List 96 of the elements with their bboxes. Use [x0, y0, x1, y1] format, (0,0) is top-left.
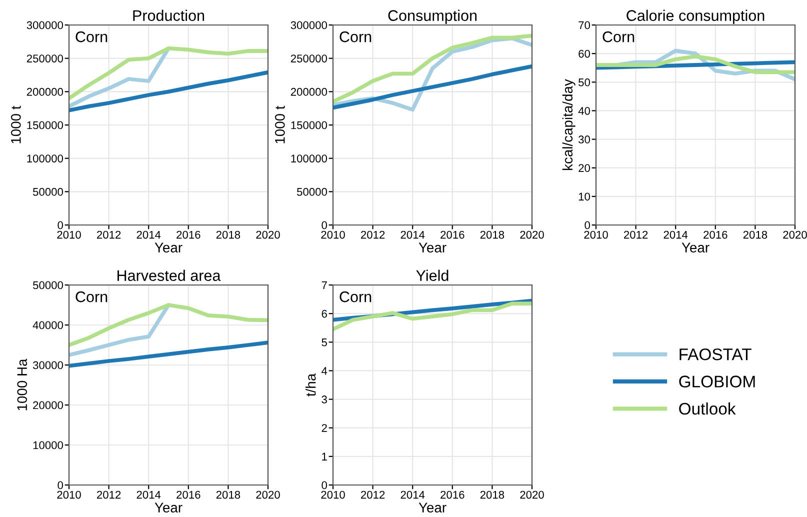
x-tick-label: 2018: [743, 230, 768, 239]
line-series: [69, 46, 268, 100]
y-axis-title: 1000 t: [11, 106, 21, 144]
x-axis-title: Year: [154, 502, 182, 513]
y-axis-title: t/ha: [306, 373, 316, 396]
x-tick-label: 2010: [321, 230, 345, 239]
chart-title: Calorie consumption: [626, 10, 764, 24]
x-axis-title: Year: [418, 242, 446, 253]
y-tick-label: 100000: [291, 154, 328, 162]
annotation: Corn: [602, 31, 634, 42]
y-tick-label: 50000: [296, 188, 328, 196]
y-tick-label: 3: [322, 396, 327, 404]
y-tick-label: 0: [584, 221, 590, 230]
x-tick-label: 2020: [520, 230, 544, 239]
y-tick-label: 60: [578, 50, 590, 58]
y-tick-label: 1: [322, 452, 327, 460]
y-tick-label: 20000: [33, 401, 64, 410]
annotation: Corn: [340, 31, 372, 42]
y-tick-label: 30000: [32, 361, 64, 370]
x-tick-label: 2016: [176, 490, 200, 499]
x-axis-title: Year: [154, 242, 182, 253]
y-tick-label: 0: [322, 221, 328, 230]
x-tick-label: 2010: [57, 230, 81, 239]
legend-label: GLOBIOM: [679, 376, 755, 388]
y-tick-label: 50000: [32, 281, 64, 290]
x-tick-label: 2020: [256, 230, 280, 239]
y-tick-label: 300000: [290, 21, 328, 30]
y-tick-label: 20: [578, 164, 590, 172]
x-tick-label: 2020: [256, 490, 280, 499]
x-tick-label: 2016: [440, 490, 464, 499]
x-tick-label: 2014: [400, 230, 425, 239]
y-tick-label: 6: [322, 310, 327, 318]
x-tick-label: 2018: [216, 230, 240, 239]
y-tick-label: 200000: [26, 88, 64, 96]
chart-title: Consumption: [388, 10, 477, 24]
annotation: Corn: [76, 291, 108, 302]
line-series: [596, 54, 795, 74]
y-axis-title: 1000 Ha: [17, 358, 28, 410]
y-tick-label: 2: [322, 424, 327, 432]
x-tick-label: 2014: [136, 230, 161, 239]
y-tick-label: 5: [322, 338, 327, 346]
x-tick-label: 2016: [440, 230, 464, 239]
x-tick-label: 2014: [664, 230, 688, 239]
line-series: [69, 70, 268, 112]
y-tick-label: 50000: [32, 188, 64, 196]
y-axis-title: 1000 t: [275, 106, 285, 144]
x-axis-title: Year: [682, 242, 710, 253]
y-tick-label: 40: [578, 106, 590, 115]
y-tick-label: 0: [58, 221, 64, 230]
line-series: [333, 302, 532, 332]
y-tick-label: 200000: [290, 88, 328, 96]
y-tick-label: 0: [322, 481, 328, 490]
x-tick-label: 2010: [584, 230, 608, 239]
y-tick-label: 250000: [26, 54, 64, 62]
x-tick-label: 2018: [480, 490, 504, 499]
x-tick-label: 2016: [176, 230, 200, 239]
x-tick-label: 2018: [216, 490, 240, 499]
y-tick-label: 70: [578, 21, 590, 30]
x-tick-label: 2012: [361, 490, 385, 499]
chart-title: Harvested area: [118, 270, 221, 281]
y-tick-label: 4: [322, 367, 328, 375]
x-tick-label: 2016: [704, 230, 728, 239]
x-tick-label: 2020: [783, 230, 807, 239]
y-tick-label: 50: [578, 78, 590, 86]
x-tick-label: 2012: [97, 490, 121, 499]
y-tick-label: 40000: [32, 321, 64, 330]
y-tick-label: 10000: [33, 441, 64, 450]
y-tick-label: 0: [58, 481, 64, 490]
x-tick-label: 2010: [321, 490, 345, 499]
y-tick-label: 150000: [27, 121, 64, 130]
legend-label: FAOSTAT: [680, 348, 752, 360]
chart-title: Yield: [416, 270, 448, 281]
x-tick-label: 2014: [400, 490, 425, 499]
x-tick-label: 2012: [624, 230, 648, 239]
y-tick-label: 30: [578, 136, 590, 144]
x-tick-label: 2012: [361, 230, 385, 239]
x-axis-title: Year: [418, 502, 446, 513]
line-series: [69, 303, 268, 347]
y-tick-label: 10: [578, 192, 590, 201]
y-tick-label: 150000: [291, 121, 328, 130]
y-tick-label: 250000: [290, 54, 328, 62]
x-tick-label: 2014: [136, 490, 161, 499]
annotation: Corn: [76, 31, 108, 42]
line-series: [69, 340, 268, 368]
chart-title: Production: [133, 10, 204, 21]
x-tick-label: 2018: [480, 230, 504, 239]
x-tick-label: 2020: [520, 490, 544, 499]
y-tick-label: 7: [322, 281, 327, 290]
annotation: Corn: [340, 291, 372, 302]
y-tick-label: 100000: [27, 154, 64, 162]
y-tick-label: 300000: [26, 21, 64, 30]
line-series: [333, 64, 532, 110]
y-axis-title: kcal/capita/day: [562, 79, 576, 170]
legend-label: Outlook: [679, 402, 736, 415]
x-tick-label: 2012: [97, 230, 121, 239]
x-tick-label: 2010: [57, 490, 81, 499]
